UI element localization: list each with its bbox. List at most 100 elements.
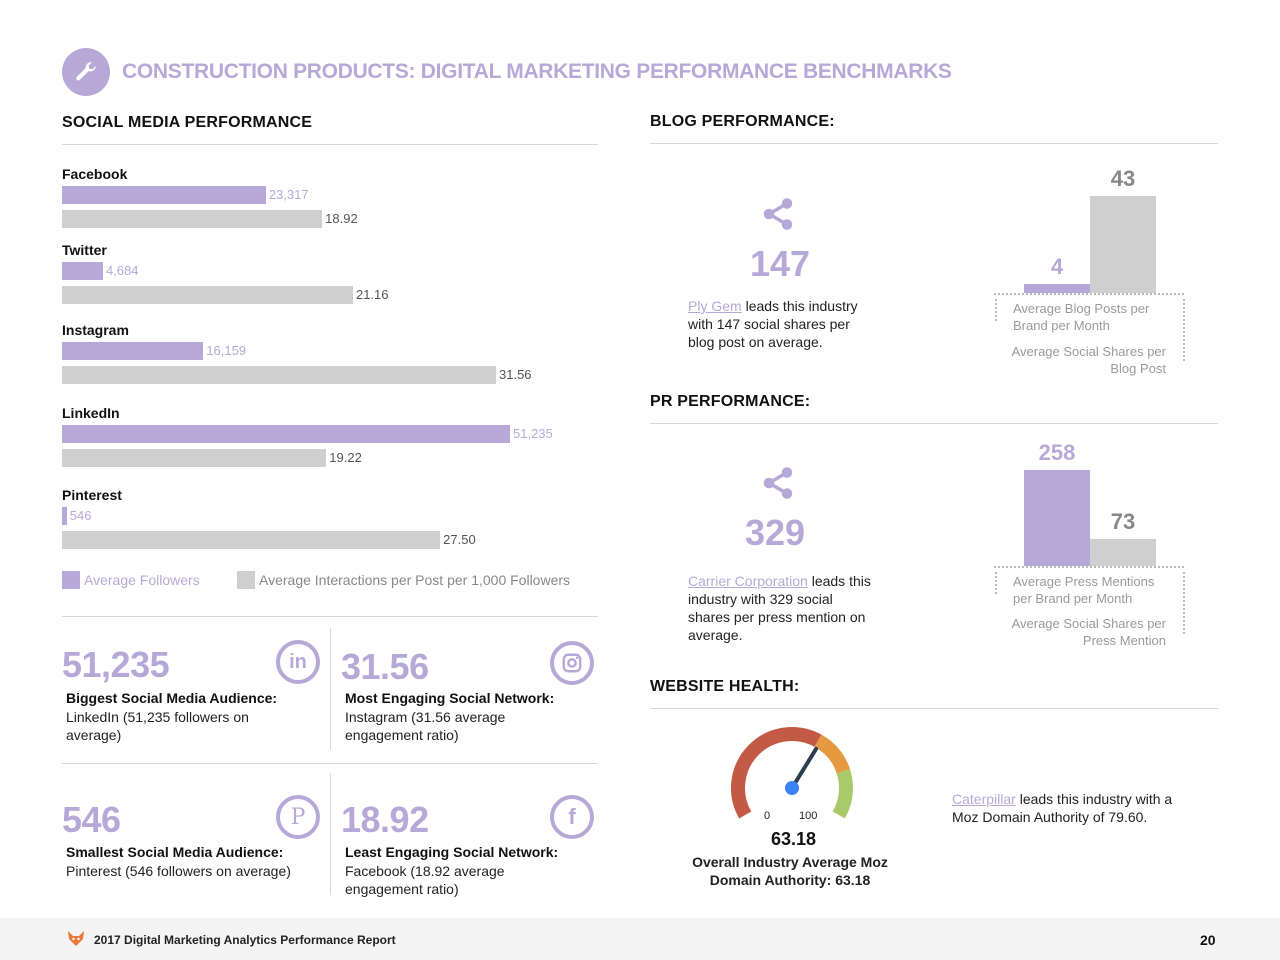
blog-chart-label-a: Average Blog Posts per Brand per Month bbox=[1013, 301, 1150, 333]
gauge-arc-green bbox=[832, 769, 853, 819]
social-rule bbox=[62, 144, 598, 145]
followers-bar bbox=[62, 262, 103, 280]
pr-leader-link[interactable]: Carrier Corporation bbox=[688, 573, 808, 589]
network-label-linkedin: LinkedIn bbox=[62, 405, 120, 421]
followers-bar bbox=[62, 342, 204, 360]
stat-smallest-audience-title: Smallest Social Media Audience: bbox=[66, 844, 284, 860]
followers-value-label: 51,235 bbox=[513, 426, 553, 441]
blog-leader-text: Ply Gem leads this industry with 147 soc… bbox=[688, 297, 878, 351]
blog-leader-link[interactable]: Ply Gem bbox=[688, 298, 742, 314]
gauge-arc-red bbox=[731, 727, 822, 819]
pr-rule bbox=[650, 423, 1218, 424]
blog-bracket-right bbox=[1183, 299, 1185, 361]
gauge-caption: Overall Industry Average Moz Domain Auth… bbox=[692, 854, 888, 888]
interactions-value-label: 18.92 bbox=[325, 211, 358, 226]
interactions-bar bbox=[62, 210, 323, 228]
wrench-icon bbox=[76, 62, 96, 81]
stat-most-engaging-value: 31.56 bbox=[341, 646, 429, 687]
interactions-bar bbox=[62, 531, 441, 549]
followers-value-label: 16,159 bbox=[206, 343, 247, 358]
stats-divider-top bbox=[330, 628, 331, 750]
header-icon-badge bbox=[62, 48, 110, 96]
pr-bar-value-label: 73 bbox=[1110, 508, 1136, 534]
network-label-instagram: Instagram bbox=[62, 322, 129, 338]
facebook-icon-glyph: f bbox=[568, 804, 576, 829]
pr-leader-text: Carrier Corporation leads this industry … bbox=[688, 572, 878, 644]
stats-rule-middle bbox=[62, 763, 598, 764]
interactions-value-label: 27.50 bbox=[443, 532, 476, 547]
pr-bracket-left bbox=[995, 572, 997, 594]
blog-bar bbox=[1024, 283, 1090, 293]
page-title: CONSTRUCTION PRODUCTS: DIGITAL MARKETING… bbox=[122, 60, 952, 83]
interactions-bar bbox=[62, 366, 496, 384]
interactions-value-label: 19.22 bbox=[329, 450, 362, 465]
share-icon bbox=[763, 198, 793, 230]
blog-rule bbox=[650, 143, 1218, 144]
followers-bar bbox=[62, 507, 67, 525]
gauge-min-label: 0 bbox=[764, 810, 771, 822]
blog-section-title: BLOG PERFORMANCE: bbox=[650, 113, 835, 130]
stat-biggest-audience-value: 51,235 bbox=[62, 644, 170, 685]
gauge-needle bbox=[790, 746, 819, 790]
followers-bar bbox=[62, 425, 510, 443]
interactions-value-label: 21.16 bbox=[355, 287, 389, 302]
pinterest-icon: P bbox=[276, 795, 320, 839]
stat-most-engaging-title: Most Engaging Social Network: bbox=[345, 690, 555, 706]
blog-leader-rest: leads this industry with 147 social shar… bbox=[688, 298, 858, 350]
legend-swatch-interactions bbox=[237, 571, 255, 589]
linkedin-icon-glyph: in bbox=[289, 650, 307, 673]
blog-chart-label-b: Average Social Shares per Blog Post bbox=[1011, 344, 1166, 376]
blog-bracket-left bbox=[995, 299, 997, 321]
stat-least-engaging-title: Least Engaging Social Network: bbox=[345, 844, 559, 860]
interactions-bar bbox=[62, 449, 327, 467]
blog-baseline bbox=[994, 293, 1184, 295]
pr-leader-rest: leads this industry with 329 social shar… bbox=[688, 573, 871, 643]
facebook-icon: f bbox=[550, 795, 594, 839]
social-section-title: SOCIAL MEDIA PERFORMANCE bbox=[62, 114, 313, 131]
legend-label-interactions: Average Interactions per Post per 1,000 … bbox=[259, 572, 571, 588]
blog-bar-value-label: 4 bbox=[1050, 253, 1064, 279]
stat-least-engaging-desc: Facebook (18.92 average engagement ratio… bbox=[345, 863, 505, 897]
pr-highlight-value: 329 bbox=[745, 512, 806, 553]
stat-smallest-audience-desc: Pinterest (546 followers on average) bbox=[66, 863, 291, 879]
stat-biggest-audience-title: Biggest Social Media Audience: bbox=[66, 690, 278, 706]
footer-report-title: 2017 Digital Marketing Analytics Perform… bbox=[94, 933, 396, 947]
blog-bar bbox=[1090, 196, 1156, 293]
followers-value-label: 23,317 bbox=[268, 187, 309, 202]
stats-rule-top bbox=[62, 616, 598, 617]
stat-smallest-audience-value: 546 bbox=[62, 799, 121, 840]
blog-highlight-value: 147 bbox=[750, 243, 811, 284]
footer-bar bbox=[0, 918, 1280, 960]
pr-chart-label-a: Average Press Mentions per Brand per Mon… bbox=[1013, 574, 1155, 606]
instagram-glyph bbox=[562, 653, 582, 673]
domain-authority-gauge bbox=[731, 727, 853, 819]
network-label-facebook: Facebook bbox=[62, 166, 128, 182]
stat-least-engaging-value: 18.92 bbox=[341, 799, 429, 840]
followers-bar bbox=[62, 186, 266, 204]
website-rule bbox=[650, 708, 1218, 709]
fox-logo-icon bbox=[68, 931, 84, 946]
interactions-value-label: 31.56 bbox=[499, 367, 532, 382]
pr-baseline bbox=[994, 566, 1184, 568]
gauge-max-label: 100 bbox=[799, 810, 818, 822]
website-leader-link[interactable]: Caterpillar bbox=[952, 791, 1016, 807]
network-label-twitter: Twitter bbox=[62, 242, 107, 258]
stats-divider-bottom bbox=[330, 773, 331, 895]
pr-bar bbox=[1090, 538, 1156, 566]
followers-value-label: 4,684 bbox=[105, 263, 139, 278]
linkedin-icon: in bbox=[276, 640, 320, 684]
gauge-hub bbox=[785, 781, 799, 795]
blog-bar-value-label: 43 bbox=[1110, 166, 1136, 191]
website-leader-rest: leads this industry with a Moz Domain Au… bbox=[952, 791, 1173, 825]
network-label-pinterest: Pinterest bbox=[62, 487, 122, 503]
stat-biggest-audience-desc: LinkedIn (51,235 followers on average) bbox=[66, 709, 249, 743]
followers-value-label: 546 bbox=[69, 508, 92, 523]
gauge-value-label: 63.18 bbox=[771, 829, 817, 849]
pinterest-icon-glyph: P bbox=[290, 804, 306, 830]
pr-bar-value-label: 258 bbox=[1038, 440, 1076, 465]
share-icon bbox=[763, 467, 793, 499]
legend-swatch-followers bbox=[62, 571, 80, 589]
gauge-arc-orange bbox=[814, 734, 851, 774]
pr-bar bbox=[1024, 470, 1090, 566]
pr-chart-label-b: Average Social Shares per Press Mention bbox=[1011, 616, 1166, 648]
